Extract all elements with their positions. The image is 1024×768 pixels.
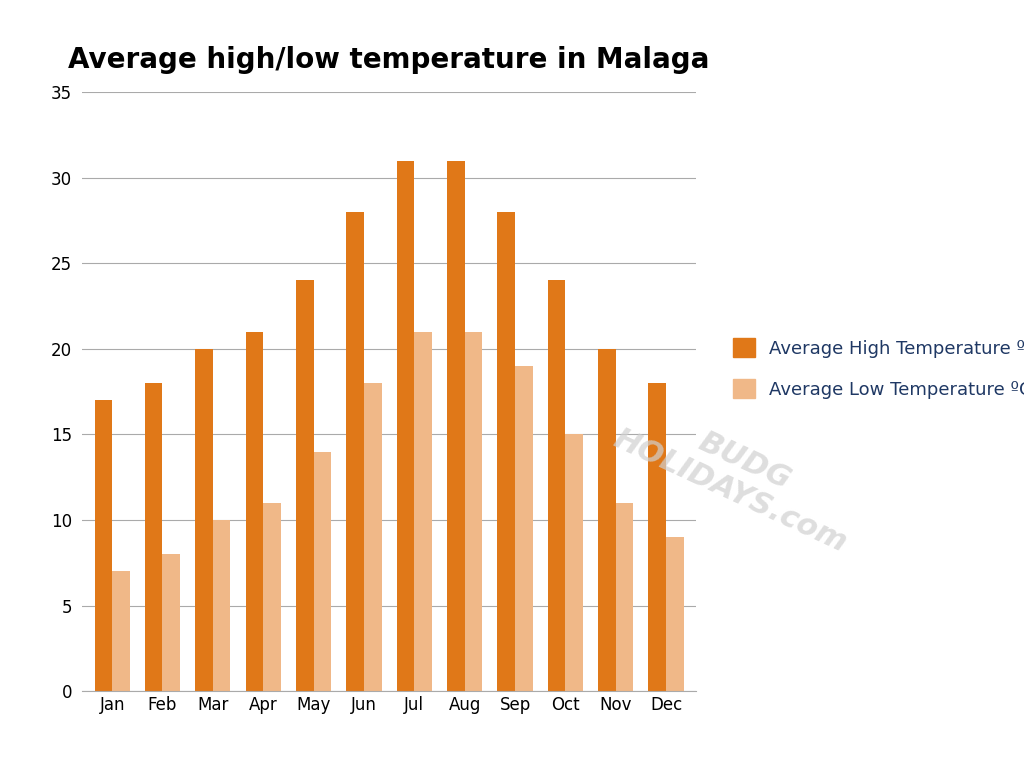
Bar [144,383,163,691]
Bar [498,212,515,691]
Bar [313,452,331,691]
Text: Average high/low temperature in Malaga: Average high/low temperature in Malaga [69,46,710,74]
Bar [113,571,130,691]
Bar [364,383,382,691]
Bar [465,332,482,691]
Bar [163,554,180,691]
Bar [447,161,465,691]
Bar [598,349,615,691]
Bar [548,280,565,691]
Bar [263,503,281,691]
Bar [396,161,415,691]
Bar [615,503,634,691]
Legend: Average High Temperature ºC, Average Low Temperature ºC: Average High Temperature ºC, Average Low… [726,331,1024,406]
Bar [666,537,684,691]
Bar [565,435,583,691]
Bar [246,332,263,691]
Bar [296,280,313,691]
Bar [94,400,113,691]
Bar [196,349,213,691]
Bar [515,366,532,691]
Bar [648,383,666,691]
Bar [415,332,432,691]
Text: BUDG
HOLIDAYS.com: BUDG HOLIDAYS.com [609,394,865,558]
Bar [213,520,230,691]
Bar [346,212,364,691]
